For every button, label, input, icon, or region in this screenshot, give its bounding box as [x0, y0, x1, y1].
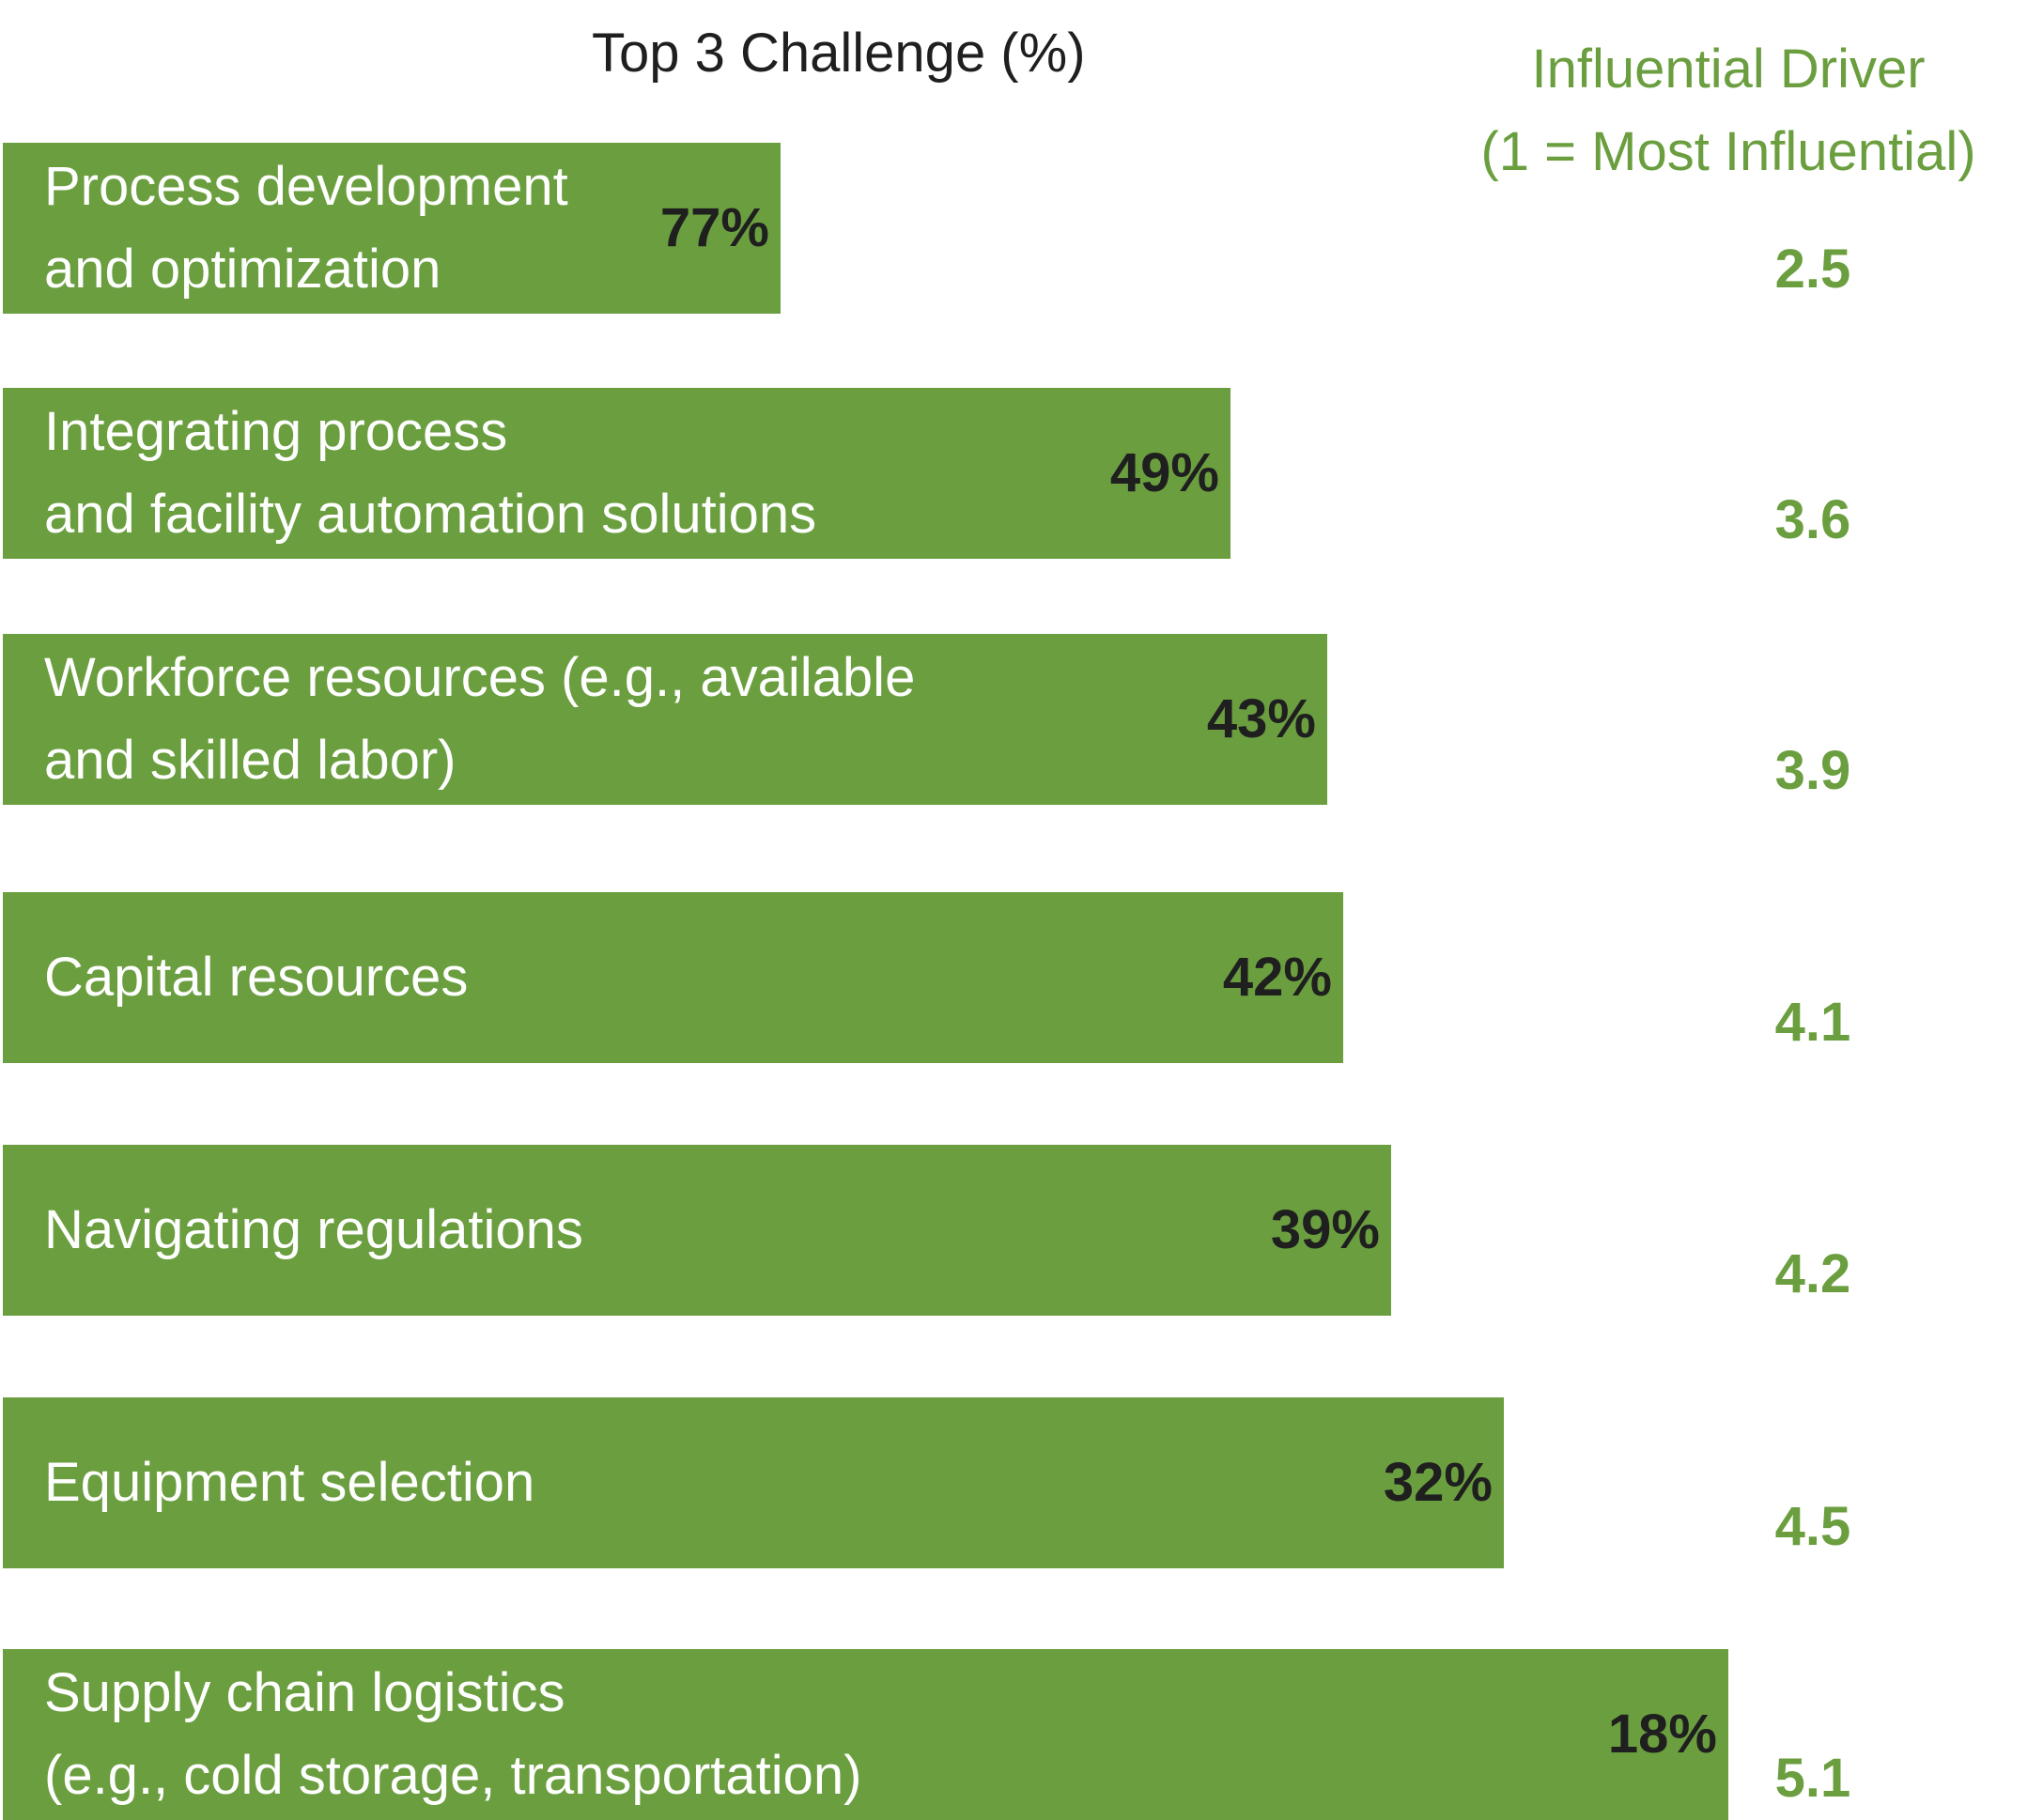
bar-category-label-line: Equipment selection — [44, 1452, 535, 1513]
bar-category-label-line: Integrating process — [44, 401, 508, 462]
bar-value-label: 32% — [1383, 1452, 1493, 1513]
bar-category-label-line: Supply chain logistics — [44, 1662, 565, 1723]
influential-driver-value: 4.5 — [1774, 1496, 1851, 1557]
influential-driver-value: 3.9 — [1774, 740, 1851, 801]
bar-category-label-line: (e.g., cold storage, transportation) — [44, 1745, 862, 1806]
bar: Navigating regulations 39% — [3, 1145, 1391, 1316]
chart-title: Top 3 Challenge (%) — [592, 23, 1086, 84]
bar-category-label: Supply chain logistics (e.g., cold storag… — [44, 1652, 861, 1817]
driver-column-title: Influential Driver (1 = Most Influential… — [1428, 28, 2029, 193]
bar-category-label: Capital resources — [44, 936, 468, 1019]
bar-category-label: Integrating process and facility automati… — [44, 391, 816, 556]
driver-title-line-1: Influential Driver — [1531, 39, 1926, 100]
bar-category-label-line: Capital resources — [44, 947, 469, 1008]
influential-driver-value: 5.1 — [1774, 1748, 1851, 1809]
bar-category-label: Workforce resources (e.g., available and … — [44, 637, 915, 802]
bar-value-label: 77% — [659, 197, 769, 258]
bar-category-label: Equipment selection — [44, 1442, 534, 1524]
influential-driver-value: 3.6 — [1774, 489, 1851, 550]
bar-value-label: 42% — [1222, 947, 1332, 1008]
bar-value-label: 39% — [1270, 1199, 1380, 1260]
bar-category-label-line: and optimization — [44, 239, 441, 300]
bar-category-label-line: Workforce resources (e.g., available — [44, 647, 916, 708]
bar-category-label-line: and facility automation solutions — [44, 484, 817, 545]
driver-title-line-2: (1 = Most Influential) — [1480, 121, 1976, 182]
bar-value-label: 49% — [1109, 442, 1219, 503]
bar-category-label: Navigating regulations — [44, 1189, 583, 1272]
bar: Process development and optimization 77% — [3, 143, 781, 314]
influential-driver-value: 4.2 — [1774, 1243, 1851, 1304]
bar-value-label: 43% — [1206, 688, 1316, 749]
bar-category-label: Process development and optimization — [44, 146, 568, 311]
bar: Workforce resources (e.g., available and … — [3, 634, 1327, 805]
influential-driver-value: 2.5 — [1774, 239, 1851, 300]
bar-category-label-line: Process development — [44, 156, 568, 217]
bar: Capital resources 42% — [3, 892, 1343, 1063]
bar-category-label-line: and skilled labor) — [44, 730, 457, 791]
influential-driver-value: 4.1 — [1774, 992, 1851, 1053]
bar: Supply chain logistics (e.g., cold storag… — [3, 1649, 1728, 1820]
bar: Equipment selection 32% — [3, 1397, 1504, 1568]
bar: Integrating process and facility automati… — [3, 388, 1230, 559]
bar-value-label: 18% — [1607, 1704, 1717, 1765]
bar-category-label-line: Navigating regulations — [44, 1199, 583, 1260]
